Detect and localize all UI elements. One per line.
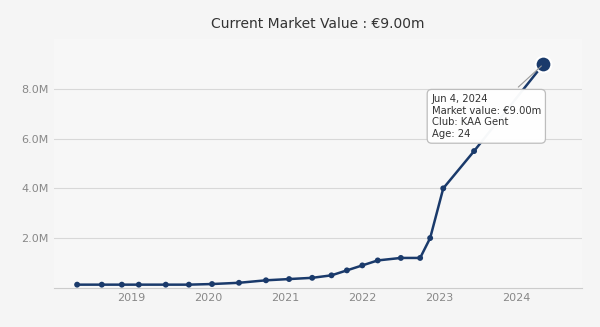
Point [539, 61, 548, 67]
Point [342, 268, 352, 273]
Point [97, 282, 107, 287]
Point [134, 282, 143, 287]
Point [234, 280, 244, 285]
Point [469, 148, 479, 154]
Point [261, 278, 271, 283]
Point [326, 273, 336, 278]
Point [307, 275, 317, 281]
Point [439, 186, 448, 191]
Point [284, 276, 294, 282]
Point [73, 282, 82, 287]
Point [117, 282, 127, 287]
Point [161, 282, 170, 287]
Point [415, 255, 425, 261]
Point [425, 235, 435, 241]
Point [396, 255, 406, 261]
Point [373, 258, 383, 263]
Point [358, 263, 367, 268]
Title: Current Market Value : €9.00m: Current Market Value : €9.00m [211, 17, 425, 31]
Text: Jun 4, 2024
Market value: €9.00m
Club: KAA Gent
Age: 24: Jun 4, 2024 Market value: €9.00m Club: K… [431, 66, 541, 139]
Point [184, 282, 194, 287]
Point [207, 282, 217, 287]
